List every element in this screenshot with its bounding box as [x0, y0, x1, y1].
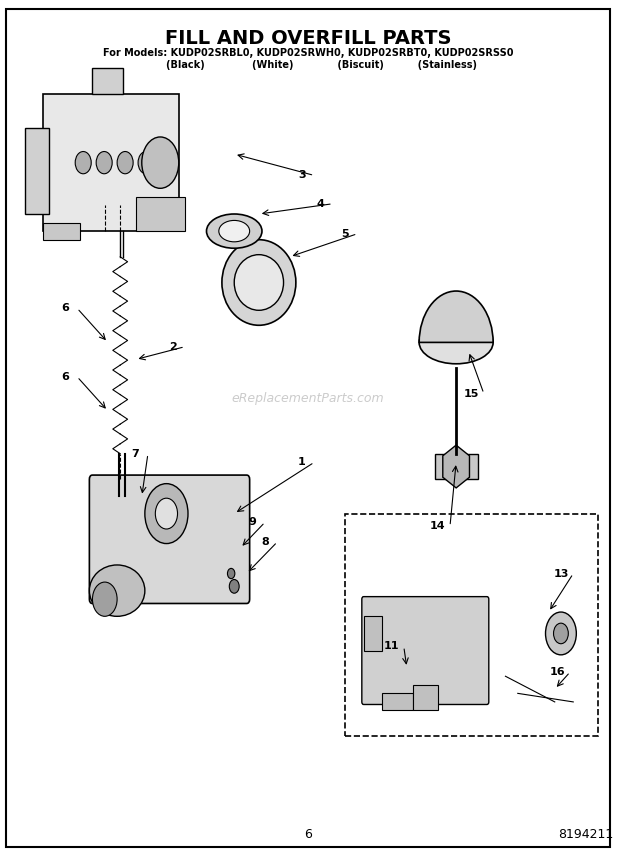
Text: 2: 2: [169, 342, 177, 352]
Circle shape: [96, 152, 112, 174]
Circle shape: [92, 582, 117, 616]
Text: 6: 6: [304, 828, 312, 841]
Circle shape: [156, 498, 177, 529]
Ellipse shape: [219, 221, 250, 242]
Text: eReplacementParts.com: eReplacementParts.com: [232, 391, 384, 405]
Bar: [413, 685, 438, 710]
Text: 8194211: 8194211: [558, 828, 613, 841]
Text: 3: 3: [298, 170, 306, 181]
Bar: [364, 616, 382, 651]
Text: 15: 15: [464, 389, 479, 399]
Text: 13: 13: [553, 568, 569, 579]
Ellipse shape: [234, 254, 283, 311]
Circle shape: [554, 623, 569, 644]
FancyBboxPatch shape: [89, 475, 250, 603]
Text: (Black)              (White)             (Biscuit)          (Stainless): (Black) (White) (Biscuit) (Stainless): [140, 60, 477, 70]
Text: 6: 6: [61, 372, 69, 382]
Text: 1: 1: [298, 457, 306, 467]
Ellipse shape: [89, 565, 145, 616]
Circle shape: [117, 152, 133, 174]
Text: 7: 7: [131, 449, 140, 459]
Text: 16: 16: [550, 667, 565, 677]
Bar: [136, 197, 185, 231]
Text: 14: 14: [430, 521, 445, 532]
Circle shape: [75, 152, 91, 174]
FancyBboxPatch shape: [362, 597, 489, 704]
Text: FILL AND OVERFILL PARTS: FILL AND OVERFILL PARTS: [165, 29, 451, 48]
Ellipse shape: [419, 321, 493, 364]
Bar: [25, 128, 50, 214]
Text: 6: 6: [61, 303, 69, 313]
Bar: [382, 693, 413, 710]
Text: 8: 8: [261, 537, 269, 547]
Circle shape: [145, 484, 188, 544]
Circle shape: [228, 568, 235, 579]
Text: 4: 4: [317, 199, 324, 209]
Text: For Models: KUDP02SRBL0, KUDP02SRWH0, KUDP02SRBT0, KUDP02SRSS0: For Models: KUDP02SRBL0, KUDP02SRWH0, KU…: [103, 48, 513, 58]
Ellipse shape: [206, 214, 262, 248]
Circle shape: [142, 137, 179, 188]
FancyBboxPatch shape: [43, 94, 179, 231]
Text: 5: 5: [342, 229, 349, 239]
Circle shape: [138, 152, 154, 174]
Circle shape: [229, 580, 239, 593]
Bar: [92, 68, 123, 94]
Text: 11: 11: [384, 641, 399, 651]
FancyBboxPatch shape: [435, 454, 478, 479]
Ellipse shape: [222, 240, 296, 325]
Text: 9: 9: [249, 517, 257, 527]
Bar: [43, 223, 80, 240]
Wedge shape: [419, 291, 493, 342]
Circle shape: [546, 612, 577, 655]
